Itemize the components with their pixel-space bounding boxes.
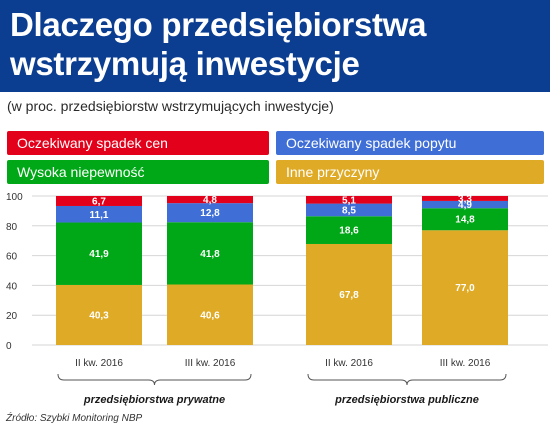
bar-segment xyxy=(422,208,508,231)
title-line-1: Dlaczego przedsiębiorstwa xyxy=(10,6,427,43)
y-tick-label: 100 xyxy=(6,192,23,203)
bar-segment xyxy=(167,222,253,285)
bar-segment xyxy=(56,222,142,285)
y-tick-label: 0 xyxy=(6,341,12,352)
y-tick-label: 40 xyxy=(6,281,18,292)
data-label: 40,3 xyxy=(89,310,109,321)
group-label: przedsiębiorstwa prywatne xyxy=(83,394,225,406)
legend-item-price-drop: Oczekiwany spadek cen xyxy=(7,131,269,155)
data-label: 5,1 xyxy=(342,195,356,206)
data-label: 3,3 xyxy=(458,194,472,205)
data-label: 11,1 xyxy=(90,210,109,221)
bar-segment xyxy=(56,205,142,223)
data-label: 77,0 xyxy=(455,283,475,294)
data-label: 41,8 xyxy=(200,249,220,260)
bar-segment xyxy=(306,196,392,204)
group-label: przedsiębiorstwa publiczne xyxy=(334,394,479,406)
data-label: 4,9 xyxy=(458,200,472,211)
bar-segment xyxy=(167,196,253,204)
data-label: 18,6 xyxy=(339,226,359,237)
group-brace xyxy=(307,373,507,386)
data-label: 8,5 xyxy=(342,205,356,216)
y-tick-label: 80 xyxy=(6,222,18,233)
data-label: 41,9 xyxy=(89,249,109,260)
chart-subtitle: (w proc. przedsiębiorstw wstrzymujących … xyxy=(7,98,334,114)
legend-item-demand-drop: Oczekiwany spadek popytu xyxy=(276,131,544,155)
bar-segment xyxy=(306,203,392,217)
group-brace xyxy=(57,373,252,386)
bar-segment xyxy=(56,196,142,206)
x-tick-label: III kw. 2016 xyxy=(185,358,236,369)
bar-segment xyxy=(306,216,392,244)
y-tick-label: 20 xyxy=(6,311,18,322)
legend-item-other: Inne przyczyny xyxy=(276,160,544,184)
data-label: 12,8 xyxy=(200,208,220,219)
data-label: 40,6 xyxy=(200,310,220,321)
bar-segment xyxy=(306,243,392,345)
bar-segment xyxy=(422,200,508,209)
data-label: 14,8 xyxy=(455,215,475,226)
x-tick-label: II kw. 2016 xyxy=(75,358,123,369)
bar-segment xyxy=(56,284,142,345)
title-line-2: wstrzymują inwestycje xyxy=(10,45,360,82)
x-tick-label: II kw. 2016 xyxy=(325,358,373,369)
data-label: 4,8 xyxy=(203,195,217,206)
source-note: Źródło: Szybki Monitoring NBP xyxy=(6,413,143,424)
bar-segment xyxy=(167,203,253,223)
bar-segment xyxy=(422,230,508,345)
data-label: 6,7 xyxy=(92,196,106,207)
title-banner: Dlaczego przedsiębiorstwa wstrzymują inw… xyxy=(0,0,550,92)
legend-item-uncertainty: Wysoka niepewność xyxy=(7,160,269,184)
data-label: 67,8 xyxy=(339,290,359,301)
bar-segment xyxy=(167,284,253,345)
bar-segment xyxy=(422,196,508,201)
x-tick-label: III kw. 2016 xyxy=(440,358,491,369)
y-tick-label: 60 xyxy=(6,252,18,263)
